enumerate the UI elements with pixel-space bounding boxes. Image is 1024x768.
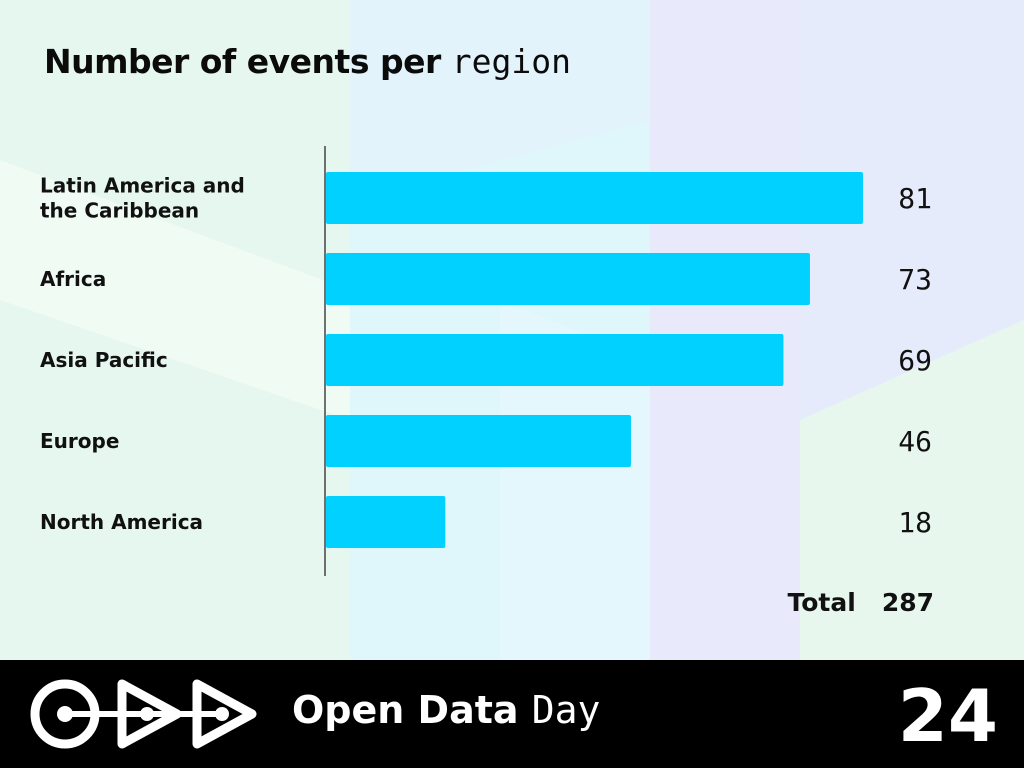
bar xyxy=(326,415,631,467)
value-label: 81 xyxy=(898,182,932,215)
bar-chart: Latin America and the Caribbean 81 Africa 73… xyxy=(40,146,932,576)
value-label: 46 xyxy=(898,425,932,458)
footer-bar: Open Data Day 24 xyxy=(0,660,1024,768)
category-label: Asia Pacific xyxy=(40,348,168,372)
odd-logo-icon xyxy=(30,679,257,749)
chart-title-mono: region xyxy=(451,42,571,81)
total-label: Total xyxy=(787,588,856,617)
category-label: Europe xyxy=(40,429,119,453)
value-label: 18 xyxy=(898,506,932,539)
brand-text: Open Data xyxy=(292,688,532,732)
bar xyxy=(326,253,810,305)
value-label: 73 xyxy=(898,263,932,296)
bar xyxy=(326,496,446,548)
brand-mono: Day xyxy=(531,688,601,732)
category-label: Africa xyxy=(40,267,106,291)
background-shapes xyxy=(0,0,1024,660)
chart-title: Number of events per region xyxy=(44,42,571,81)
total-summary: Total 287 xyxy=(788,588,935,617)
category-label: Latin America and the Caribbean xyxy=(40,174,245,223)
bar xyxy=(326,334,784,386)
chart-title-text: Number of events per xyxy=(44,42,452,81)
brand-name: Open Data Day xyxy=(292,688,600,732)
value-label: 69 xyxy=(898,344,932,377)
total-value: 287 xyxy=(881,588,934,617)
bar xyxy=(326,172,863,224)
category-label: North America xyxy=(40,510,203,534)
year-label: 24 xyxy=(897,674,998,758)
